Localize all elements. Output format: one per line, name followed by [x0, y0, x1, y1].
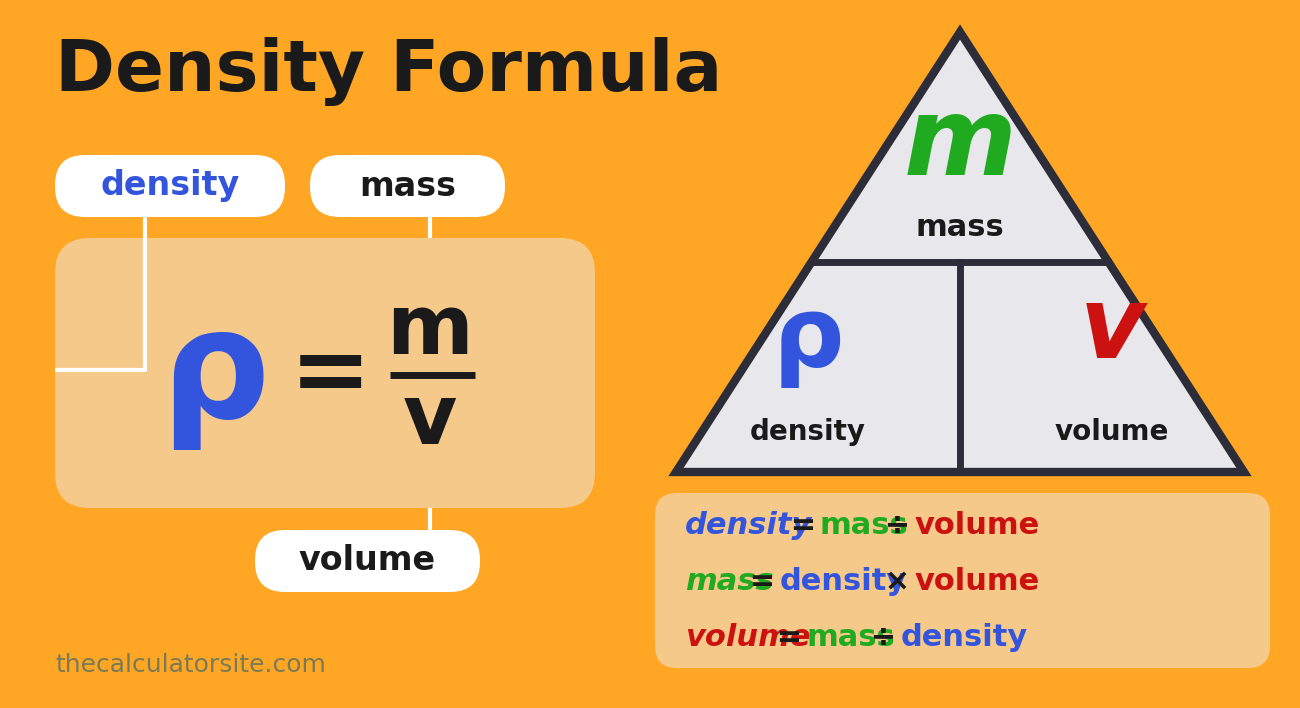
Text: density: density [780, 566, 907, 595]
Text: density: density [100, 169, 239, 202]
Text: ρ: ρ [160, 300, 269, 450]
Text: ρ: ρ [772, 292, 844, 389]
Text: mass: mass [820, 510, 909, 539]
Text: m: m [386, 290, 473, 370]
Text: thecalculatorsite.com: thecalculatorsite.com [55, 653, 326, 677]
Text: volume: volume [299, 544, 436, 578]
Text: v: v [403, 379, 458, 460]
Text: density: density [750, 418, 866, 446]
Text: Density Formula: Density Formula [55, 38, 723, 106]
Text: mass: mass [359, 169, 456, 202]
Text: m: m [903, 92, 1017, 198]
Text: =: = [738, 566, 786, 595]
FancyBboxPatch shape [309, 155, 504, 217]
Text: ÷: ÷ [874, 510, 920, 539]
Text: mass: mass [915, 214, 1005, 243]
Text: mass: mass [806, 622, 896, 651]
Text: =: = [780, 510, 827, 539]
FancyBboxPatch shape [655, 493, 1270, 668]
FancyBboxPatch shape [55, 155, 285, 217]
Text: =: = [766, 622, 812, 651]
Text: ÷: ÷ [861, 622, 907, 651]
Text: volume: volume [685, 622, 810, 651]
Text: volume: volume [914, 510, 1040, 539]
Polygon shape [676, 32, 1244, 472]
Text: ×: × [874, 566, 920, 595]
FancyBboxPatch shape [255, 530, 480, 592]
Text: v: v [1079, 282, 1144, 379]
FancyBboxPatch shape [55, 238, 595, 508]
Text: density: density [901, 622, 1028, 651]
Text: volume: volume [1054, 418, 1169, 446]
Text: volume: volume [914, 566, 1040, 595]
Text: density: density [685, 510, 812, 539]
Text: mass: mass [685, 566, 774, 595]
Text: =: = [290, 329, 370, 421]
